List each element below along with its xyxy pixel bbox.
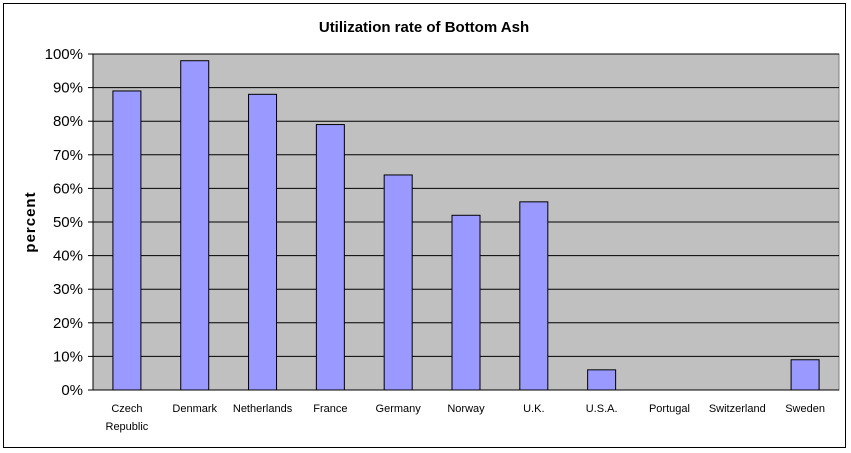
x-tick-label: Switzerland [709,403,766,415]
x-tick-label: France [313,403,347,415]
x-tick-label: Sweden [785,403,825,415]
bar [587,369,617,391]
y-tick-label: 50% [53,214,83,231]
x-tick-label: U.S.A. [586,403,618,415]
x-tick-label: Germany [376,403,422,415]
x-tick-label: Portugal [649,403,690,415]
chart-title: Utilization rate of Bottom Ash [319,19,529,36]
x-tick-label: U.K. [523,403,544,415]
bars [112,60,820,391]
x-tick-label: Norway [447,403,485,415]
x-tick-label: Netherlands [233,403,293,415]
x-tick-label: Czech Republic [106,403,149,433]
y-tick-label: 90% [53,80,83,97]
bar [519,201,549,391]
y-tick-label: 30% [53,281,83,298]
y-tick-label: 70% [53,147,83,164]
bar [451,214,481,391]
y-tick-label: 40% [53,248,83,265]
bar [790,359,820,391]
y-tick-label: 20% [53,315,83,332]
x-tick-label: Denmark [172,403,217,415]
bar [383,174,413,391]
y-tick-label: 60% [53,180,83,197]
y-tick-label: 0% [61,382,83,399]
bar [112,90,142,391]
bar [180,60,210,391]
y-tick-label: 10% [53,348,83,365]
x-axis-labels: Czech Republic Denmark Netherlands France Ger… [106,403,825,433]
y-tick-label: 80% [53,113,83,130]
bar [248,93,278,391]
bar [315,124,345,391]
y-axis-label: percent [22,191,39,252]
y-tick-label: 100% [45,46,83,63]
